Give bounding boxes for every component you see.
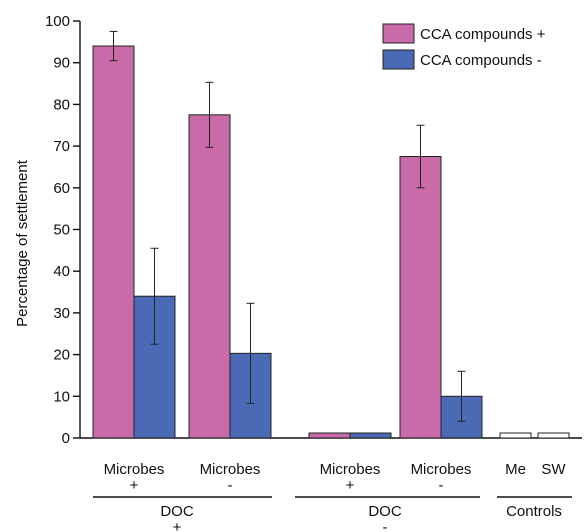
y-tick-label: 30 — [53, 305, 70, 322]
legend-swatch — [382, 49, 415, 70]
bar-control — [537, 432, 570, 439]
y-tick-label: 40 — [53, 263, 70, 280]
y-tick-label: 60 — [53, 180, 70, 197]
bar-control — [499, 432, 532, 439]
y-tick-label: 90 — [53, 55, 70, 72]
bar — [188, 114, 231, 439]
legend-label: CCA compounds - — [420, 52, 542, 69]
x-category-label: Microbes — [104, 461, 165, 478]
bar — [308, 432, 351, 439]
y-tick-label: 50 — [53, 222, 70, 239]
bar — [349, 432, 392, 439]
bar — [399, 156, 442, 439]
x-category-sign: + — [130, 477, 139, 494]
group-label: DOC — [160, 503, 194, 520]
legend-label: CCA compounds + — [420, 26, 546, 43]
y-tick-label: 70 — [53, 138, 70, 155]
x-category-sign: + — [346, 477, 355, 494]
y-tick-label: 20 — [53, 347, 70, 364]
y-tick-label: 100 — [45, 13, 70, 30]
group-sign: - — [383, 519, 388, 532]
x-category-sign: - — [439, 477, 444, 494]
x-category-label: Microbes — [200, 461, 261, 478]
y-axis-label: Percentage of settlement — [14, 159, 31, 327]
y-tick-label: 10 — [53, 388, 70, 405]
x-category-sign: - — [228, 477, 233, 494]
group-sign: + — [173, 519, 182, 532]
legend-swatch — [382, 23, 415, 44]
x-category-label: Microbes — [320, 461, 381, 478]
x-category-label: Microbes — [411, 461, 472, 478]
group-label: DOC — [368, 503, 402, 520]
plot-area: 0 10 20 30 40 50 60 70 80 90 100 Percentage of sett… — [14, 13, 582, 532]
y-tick-label: 80 — [53, 96, 70, 113]
controls-group-label: Controls — [506, 503, 562, 520]
bar — [92, 45, 135, 439]
y-tick-label: 0 — [62, 430, 70, 447]
x-control-label: SW — [541, 461, 566, 478]
x-control-label: Me — [505, 461, 526, 478]
